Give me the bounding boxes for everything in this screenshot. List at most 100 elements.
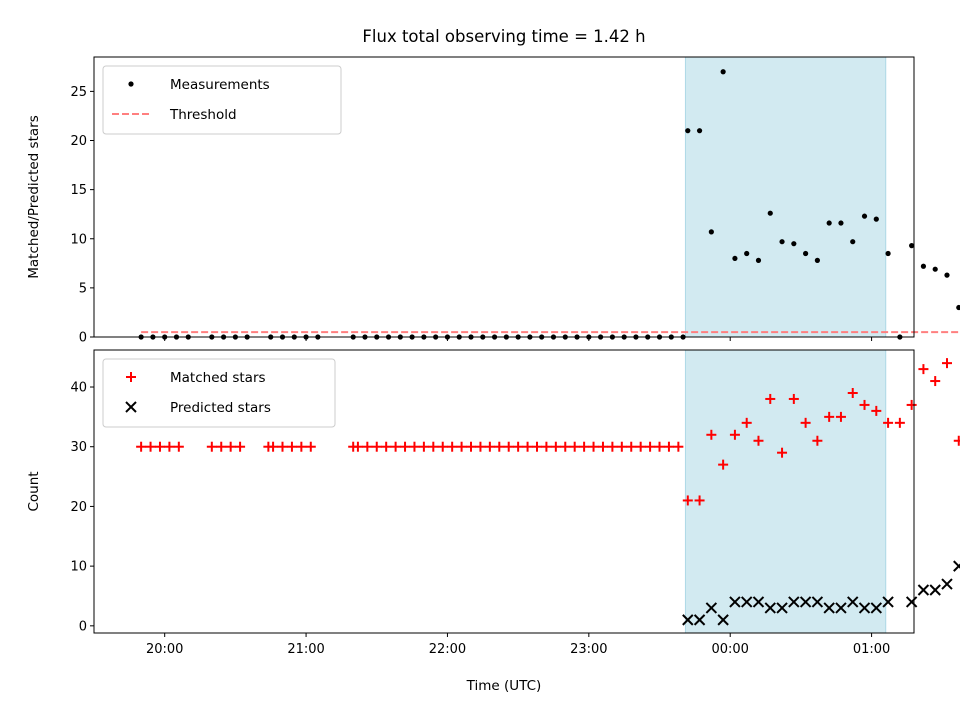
matched-star-point — [788, 393, 799, 404]
matched-star-point — [626, 441, 637, 452]
y-tick-label: 0 — [79, 619, 87, 634]
measurement-point — [920, 263, 927, 269]
matched-star-point — [494, 441, 505, 452]
y-tick-label: 20 — [70, 134, 87, 149]
matched-star-point — [824, 411, 835, 422]
matched-star-point — [235, 441, 246, 452]
matched-star-point — [475, 441, 486, 452]
top-y-ticks: 0 5 10 15 20 25 — [70, 85, 94, 346]
figure-title: Flux total observing time = 1.42 h — [362, 27, 645, 46]
matched-star-point — [847, 387, 858, 398]
bottom-legend: Matched stars Predicted stars — [102, 358, 336, 428]
matched-star-point — [588, 441, 599, 452]
predicted-star-point — [835, 602, 847, 614]
measurement-point — [696, 128, 703, 134]
predicted-star-point — [799, 596, 812, 608]
matched-star-point — [663, 441, 674, 452]
measurement-point — [885, 250, 891, 257]
measurement-point — [755, 257, 762, 263]
matched-star-point — [522, 441, 533, 452]
matched-star-point — [894, 417, 905, 428]
predicted-star-point — [717, 614, 729, 626]
x-tick-label: 00:00 — [711, 642, 748, 657]
predicted-star-point — [776, 602, 788, 614]
matched-star-point — [437, 441, 448, 452]
matched-star-point — [812, 435, 823, 446]
matched-star-point — [418, 441, 429, 452]
matched-star-point — [390, 441, 401, 452]
matched-star-point — [560, 441, 571, 452]
predicted-star-point — [764, 602, 776, 614]
matched-star-point — [930, 376, 941, 387]
predicted-star-point — [905, 596, 918, 608]
x-tick-label: 21:00 — [287, 642, 324, 657]
legend-label: Matched stars — [170, 370, 266, 386]
matched-star-point — [513, 441, 524, 452]
matched-star-point — [673, 441, 684, 452]
predicted-star-point — [917, 584, 930, 596]
bottom-panel: 0 10 20 30 40 20:00 21:00 22:00 23:00 00:00 01:00… — [26, 349, 960, 657]
predicted-star-point — [811, 596, 824, 608]
matched-star-point — [400, 441, 411, 452]
count-points — [136, 358, 960, 626]
measurement-point — [744, 250, 750, 257]
matched-star-point — [173, 441, 184, 452]
matched-star-point — [729, 429, 740, 440]
x-tick-label: 22:00 — [429, 642, 466, 657]
matched-star-point — [136, 441, 147, 452]
measurement-point — [708, 229, 714, 235]
legend-label: Predicted stars — [170, 400, 271, 416]
matched-star-point — [154, 441, 165, 452]
predicted-star-point — [870, 602, 883, 614]
matched-star-point — [706, 429, 717, 440]
matched-star-point — [466, 441, 477, 452]
matched-star-point — [225, 441, 236, 452]
x-tick-label: 20:00 — [146, 642, 183, 657]
matched-star-point — [277, 441, 288, 452]
measurement-point — [850, 239, 856, 245]
measurement-point — [720, 69, 726, 75]
measurement-point — [956, 304, 960, 311]
matched-star-point — [352, 441, 363, 452]
matched-star-point — [428, 441, 439, 452]
matched-star-point — [941, 358, 952, 369]
matched-star-point — [268, 441, 279, 452]
legend-box — [102, 358, 336, 428]
matched-star-point — [616, 441, 627, 452]
matched-star-point — [381, 441, 392, 452]
legend-label: Threshold — [169, 107, 237, 123]
bottom-axes-frame — [93, 349, 915, 634]
measurement-point — [861, 213, 868, 219]
matched-star-point — [906, 399, 917, 410]
matched-star-point — [216, 441, 227, 452]
predicted-star-point — [740, 596, 753, 608]
predicted-star-point — [729, 596, 741, 608]
matched-star-point — [447, 441, 458, 452]
legend-marker-measurements — [128, 81, 134, 87]
measurement-point — [685, 128, 691, 134]
matched-star-point — [579, 441, 590, 452]
predicted-star-point — [823, 602, 835, 614]
matched-star-point — [953, 435, 960, 446]
matched-star-point — [871, 405, 882, 416]
top-axes-frame — [93, 56, 915, 338]
matched-star-point — [753, 435, 764, 446]
matched-star-point — [835, 411, 846, 422]
top-panel: 0 5 10 15 20 25 Matched/Predicted stars Measu… — [26, 56, 960, 346]
matched-star-point — [456, 441, 467, 452]
measurement-point — [909, 243, 915, 249]
matched-star-point — [296, 441, 307, 452]
matched-star-point — [645, 441, 656, 452]
predicted-star-point — [929, 584, 941, 596]
predicted-star-point — [752, 596, 765, 608]
matched-star-point — [503, 441, 514, 452]
matched-star-point — [484, 441, 495, 452]
matched-star-point — [682, 495, 693, 506]
matched-star-point — [777, 447, 788, 458]
predicted-star-point — [858, 602, 871, 614]
bottom-y-axis-label: Count — [26, 471, 42, 511]
observation-span — [684, 56, 887, 338]
matched-star-point — [541, 441, 552, 452]
y-tick-label: 15 — [70, 183, 87, 198]
